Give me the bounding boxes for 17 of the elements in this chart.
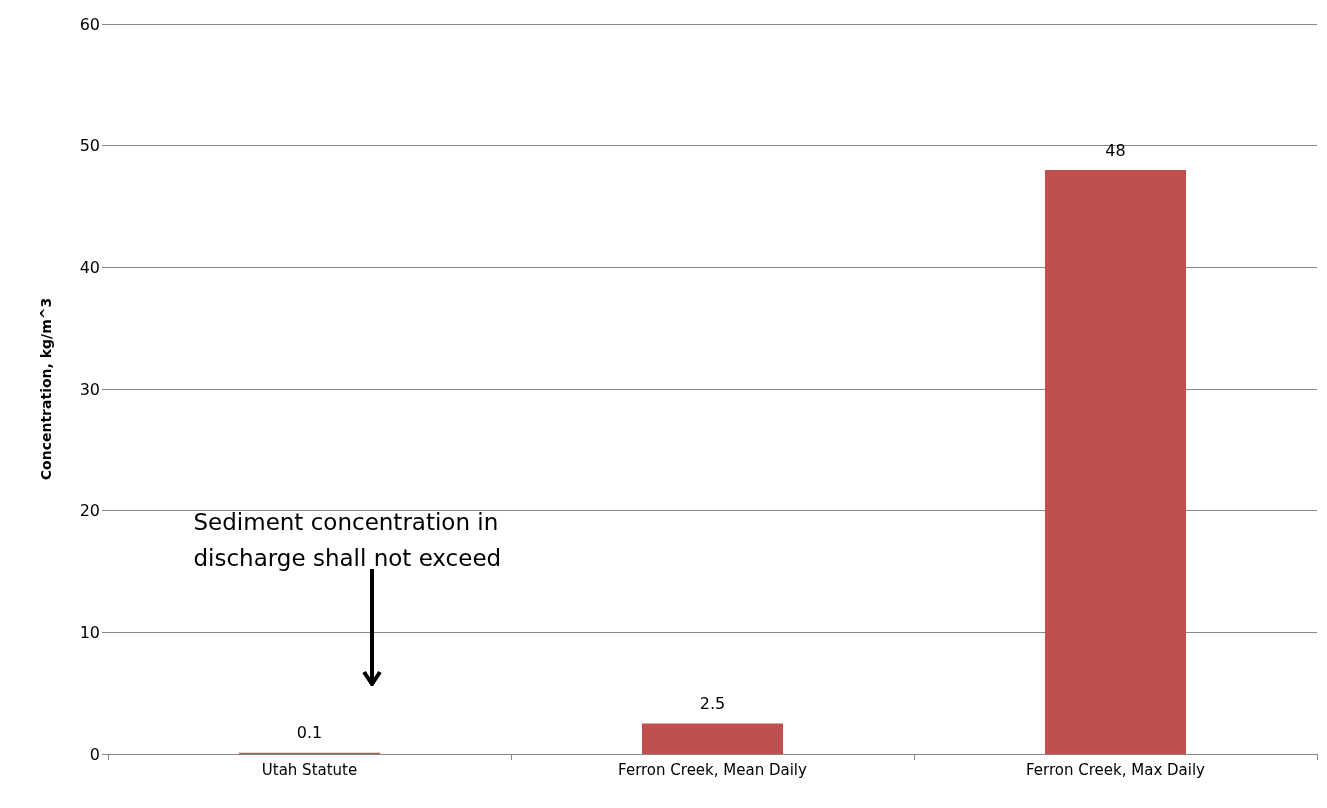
- y-tick-label: 10: [79, 622, 100, 642]
- data-label: 2.5: [699, 694, 726, 714]
- data-label: 0.1: [296, 723, 323, 743]
- y-tick-label: 60: [79, 14, 100, 34]
- y-tick-label: 50: [79, 136, 100, 156]
- x-tick-label: Ferron Creek, Mean Daily: [618, 760, 808, 779]
- y-axis-title: Concentration, kg/m^3: [38, 297, 54, 481]
- x-tick-label: Utah Statute: [261, 760, 358, 779]
- bar: [1044, 170, 1187, 754]
- y-tick-label: 0: [89, 744, 100, 764]
- data-label: 48: [1105, 140, 1126, 160]
- annotation: Sediment concentration in discharge shall not exceed: [193, 509, 502, 571]
- y-tick-label: 20: [79, 501, 100, 521]
- x-tick-label: Ferron Creek, Max Daily: [1026, 760, 1206, 779]
- y-tick-label: 40: [79, 257, 100, 277]
- bar: [641, 723, 784, 754]
- y-tick-label: 30: [79, 379, 100, 399]
